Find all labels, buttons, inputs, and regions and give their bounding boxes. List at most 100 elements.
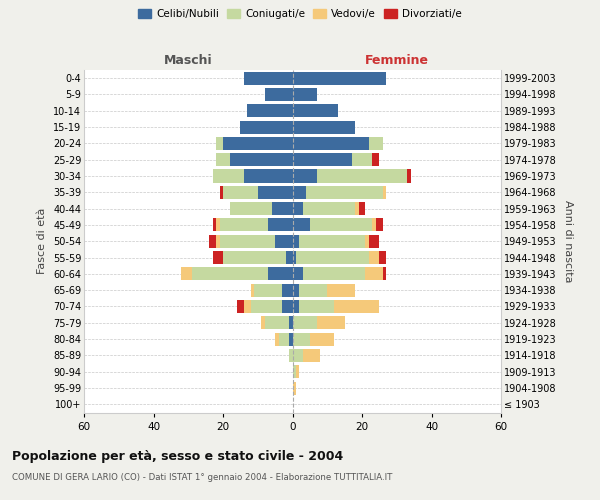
Bar	[293, 104, 338, 118]
Text: Popolazione per età, sesso e stato civile - 2004: Popolazione per età, sesso e stato civil…	[12, 450, 343, 463]
Bar	[230, 202, 272, 215]
Bar	[293, 349, 303, 362]
Bar	[220, 234, 275, 248]
Bar	[261, 316, 265, 330]
Y-axis label: Anni di nascita: Anni di nascita	[563, 200, 573, 282]
Bar	[282, 300, 293, 313]
Bar	[365, 268, 383, 280]
Bar	[216, 137, 223, 150]
Bar	[293, 300, 299, 313]
Bar	[293, 268, 303, 280]
Bar	[289, 316, 293, 330]
Bar	[293, 88, 317, 101]
Bar	[296, 251, 369, 264]
Bar	[293, 137, 369, 150]
Bar	[303, 349, 320, 362]
Bar	[223, 251, 286, 264]
Bar	[293, 365, 296, 378]
Bar	[268, 268, 293, 280]
Bar	[244, 170, 293, 182]
Bar	[299, 284, 327, 296]
Bar	[299, 234, 365, 248]
Bar	[376, 218, 383, 232]
Bar	[293, 284, 299, 296]
Bar	[265, 316, 289, 330]
Bar	[293, 251, 296, 264]
Bar	[275, 234, 293, 248]
Bar	[192, 268, 268, 280]
Bar	[310, 218, 373, 232]
Bar	[373, 153, 379, 166]
Bar	[407, 170, 410, 182]
Bar	[299, 300, 334, 313]
Bar	[251, 284, 254, 296]
Bar	[293, 170, 317, 182]
Bar	[293, 316, 317, 330]
Bar	[212, 170, 244, 182]
Bar	[216, 153, 230, 166]
Bar	[303, 202, 355, 215]
Bar	[258, 186, 293, 199]
Text: Femmine: Femmine	[365, 54, 429, 68]
Bar	[310, 332, 334, 345]
Bar	[296, 365, 299, 378]
Legend: Celibi/Nubili, Coniugati/e, Vedovi/e, Divorziati/e: Celibi/Nubili, Coniugati/e, Vedovi/e, Di…	[134, 5, 466, 24]
Bar	[293, 153, 352, 166]
Bar	[317, 170, 407, 182]
Bar	[334, 300, 379, 313]
Bar	[293, 332, 310, 345]
Bar	[286, 251, 293, 264]
Bar	[369, 137, 383, 150]
Bar	[383, 268, 386, 280]
Bar	[209, 234, 216, 248]
Bar	[293, 120, 355, 134]
Bar	[365, 234, 369, 248]
Bar	[216, 234, 220, 248]
Bar	[244, 300, 251, 313]
Bar	[216, 218, 220, 232]
Bar	[352, 153, 373, 166]
Text: COMUNE DI GERA LARIO (CO) - Dati ISTAT 1° gennaio 2004 - Elaborazione TUTTITALIA: COMUNE DI GERA LARIO (CO) - Dati ISTAT 1…	[12, 472, 392, 482]
Bar	[220, 186, 223, 199]
Bar	[369, 234, 379, 248]
Bar	[293, 234, 299, 248]
Bar	[254, 284, 282, 296]
Bar	[293, 202, 303, 215]
Bar	[223, 137, 293, 150]
Bar	[181, 268, 192, 280]
Text: Maschi: Maschi	[164, 54, 212, 68]
Bar	[275, 332, 278, 345]
Bar	[251, 300, 282, 313]
Bar	[293, 382, 296, 394]
Bar	[282, 284, 293, 296]
Bar	[265, 88, 293, 101]
Bar	[307, 186, 383, 199]
Bar	[289, 332, 293, 345]
Bar	[220, 218, 268, 232]
Bar	[278, 332, 289, 345]
Bar	[212, 251, 223, 264]
Bar	[223, 186, 258, 199]
Bar	[327, 284, 355, 296]
Bar	[359, 202, 365, 215]
Bar	[293, 218, 310, 232]
Bar	[272, 202, 293, 215]
Bar	[317, 316, 344, 330]
Bar	[212, 218, 216, 232]
Bar	[237, 300, 244, 313]
Bar	[369, 251, 379, 264]
Bar	[373, 218, 376, 232]
Bar	[293, 186, 307, 199]
Bar	[268, 218, 293, 232]
Bar	[383, 186, 386, 199]
Bar	[247, 104, 293, 118]
Y-axis label: Fasce di età: Fasce di età	[37, 208, 47, 274]
Bar	[289, 349, 293, 362]
Bar	[241, 120, 293, 134]
Bar	[303, 268, 365, 280]
Bar	[379, 251, 386, 264]
Bar	[230, 153, 293, 166]
Bar	[293, 72, 386, 85]
Bar	[355, 202, 359, 215]
Bar	[244, 72, 293, 85]
